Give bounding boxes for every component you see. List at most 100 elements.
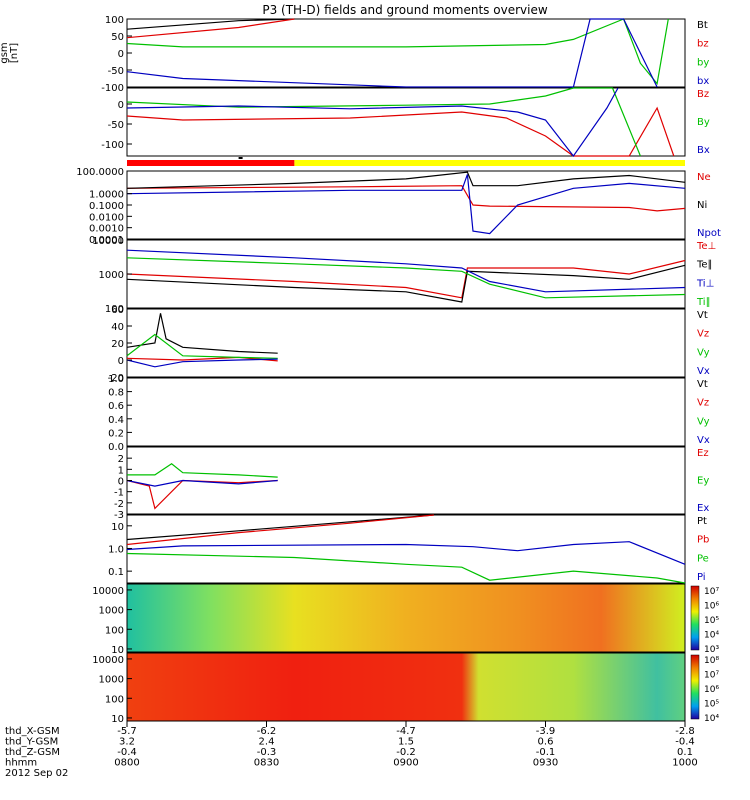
orbit-value: 1000 xyxy=(672,758,697,769)
colorbar-label: 10⁴ xyxy=(704,631,719,641)
y-tick-label: -50 xyxy=(108,120,124,131)
y-tick-label: 10 xyxy=(111,645,124,656)
series-Ey xyxy=(127,463,278,478)
orbit-value: -0.4 xyxy=(117,747,137,758)
legend-Ti⊥: Ti⊥ xyxy=(696,278,714,289)
colorbar xyxy=(690,654,700,720)
mode-bar-red xyxy=(127,160,295,166)
colorbar-label: 10⁴ xyxy=(704,714,719,724)
y-tick-label: -3 xyxy=(114,510,124,521)
legend-bz: bz xyxy=(697,39,709,50)
y-tick-label: 0.0100 xyxy=(89,212,124,223)
spectrogram-peer_spectrogram xyxy=(127,653,685,721)
series-bx xyxy=(126,18,658,88)
mode-bar-mark xyxy=(238,157,243,159)
y-tick-label: 0.0001 xyxy=(89,235,124,246)
y-tick-label: 10 xyxy=(111,714,124,725)
legend-Ni: Ni xyxy=(697,200,707,211)
legend-Vz: Vz xyxy=(697,398,709,409)
mode-bar-yellow xyxy=(294,160,685,166)
legend-Bz: Bz xyxy=(697,89,709,100)
series-Vt xyxy=(126,313,278,354)
orbit-row-label: thd_X-GSM xyxy=(5,726,60,737)
y-tick-label: 10000 xyxy=(92,236,124,247)
panel-frame xyxy=(126,170,686,240)
y-tick-label: 0.0010 xyxy=(89,224,124,235)
y-tick-label: 1.0 xyxy=(108,374,124,385)
panel-frame xyxy=(126,87,686,157)
legend-Ti∥: Ti∥ xyxy=(696,297,711,308)
series-Ni xyxy=(126,171,686,189)
series-Bt xyxy=(126,18,295,30)
orbit-row-label: thd_Y-GSM xyxy=(5,737,58,748)
y-tick-label: 1.0000 xyxy=(89,190,124,201)
panel-frame xyxy=(126,446,686,515)
mode-bar xyxy=(127,157,685,166)
colorbar-label: 10⁸ xyxy=(704,656,719,666)
orbit-table: thd_X-GSM -5.7 -6.2 -4.7 -3.9 -2.8 thd_Y-GSM 3.… xyxy=(5,721,698,779)
orbit-value: 0.1 xyxy=(677,747,693,758)
colorbar-label: 10⁵ xyxy=(704,700,719,710)
legend-Npot: Npot xyxy=(697,228,721,239)
y-tick-label: 60 xyxy=(111,305,124,316)
y-tick-label: -50 xyxy=(108,66,124,77)
y-tick-label: 40 xyxy=(111,322,124,333)
legend-By: By xyxy=(697,117,710,128)
y-tick-label: -2 xyxy=(114,499,124,510)
y-tick-label: 0.1 xyxy=(108,567,124,578)
y-tick-label: -20 xyxy=(108,373,124,384)
y-tick-label: 0.6 xyxy=(108,401,124,412)
legend-bx: bx xyxy=(697,76,709,87)
y-tick-label: -100 xyxy=(101,140,124,151)
panel-frame xyxy=(126,239,686,309)
legend-by: by xyxy=(697,57,709,68)
orbit-row-label: thd_Z-GSM xyxy=(5,747,60,758)
y-tick-label: 0 xyxy=(118,49,124,60)
legend-Ez: Ez xyxy=(697,448,709,459)
orbit-value: -0.1 xyxy=(536,747,556,758)
panel-frame xyxy=(126,308,686,378)
legend-Ey: Ey xyxy=(697,476,709,487)
orbit-value: 0800 xyxy=(114,758,139,769)
legend-Vx: Vx xyxy=(697,366,710,377)
orbit-value: -0.3 xyxy=(257,747,277,758)
panel-density: 100.00001.00000.10000.01000.00100.0001De… xyxy=(76,167,721,246)
orbit-value: 0.6 xyxy=(538,737,554,748)
legend-Vy: Vy xyxy=(697,416,710,427)
y-tick-label: 100 xyxy=(105,625,124,636)
y-tick-label: 0.1000 xyxy=(89,201,124,212)
series-Pi xyxy=(126,541,686,565)
panel-peir_spectrogram: 10⁷10⁶10⁵10⁴10³10000100010010thdpeirenef… xyxy=(92,583,719,656)
legend-Ex: Ex xyxy=(697,503,709,514)
y-tick-label: 0 xyxy=(118,356,124,367)
colorbar-label: 10⁷ xyxy=(704,587,719,597)
legend-Te⊥: Te⊥ xyxy=(696,241,716,252)
series-Npot xyxy=(126,174,686,235)
series-Ex xyxy=(126,479,278,487)
orbit-value: 0930 xyxy=(533,758,558,769)
panel-stack: 100500-50-100thdfgsgsm[nT]Btbzbybx-100-5… xyxy=(0,15,721,725)
orbit-value: 2.4 xyxy=(259,737,275,748)
y-tick-label: 1.0 xyxy=(108,544,124,555)
legend-Pe: Pe xyxy=(697,553,709,564)
legend-Pb: Pb xyxy=(697,535,709,546)
y-tick-label: 10 xyxy=(111,522,124,533)
legend-Te∥: Te∥ xyxy=(696,260,713,271)
orbit-value: -5.7 xyxy=(117,726,137,737)
orbit-value: -0.2 xyxy=(396,747,416,758)
orbit-value: -6.2 xyxy=(257,726,277,737)
y-tick-label: 100 xyxy=(105,304,124,315)
y-tick-label: 50 xyxy=(111,32,124,43)
series-Bz xyxy=(126,106,675,157)
y-tick-label: 0.0 xyxy=(108,442,124,453)
colorbar-label: 10⁵ xyxy=(704,616,719,626)
panel-fgs: 100 50 0 -50 -100 thdfgsgsm[nT] Bt bz by bx xyxy=(0,15,709,94)
y-tick-label: 10000 xyxy=(92,655,124,666)
series-Pt xyxy=(126,514,434,541)
y-tick-label: 1000 xyxy=(99,675,124,686)
y-tick-label: 100.0000 xyxy=(76,167,124,178)
y-tick-label: 0 xyxy=(118,100,124,111)
